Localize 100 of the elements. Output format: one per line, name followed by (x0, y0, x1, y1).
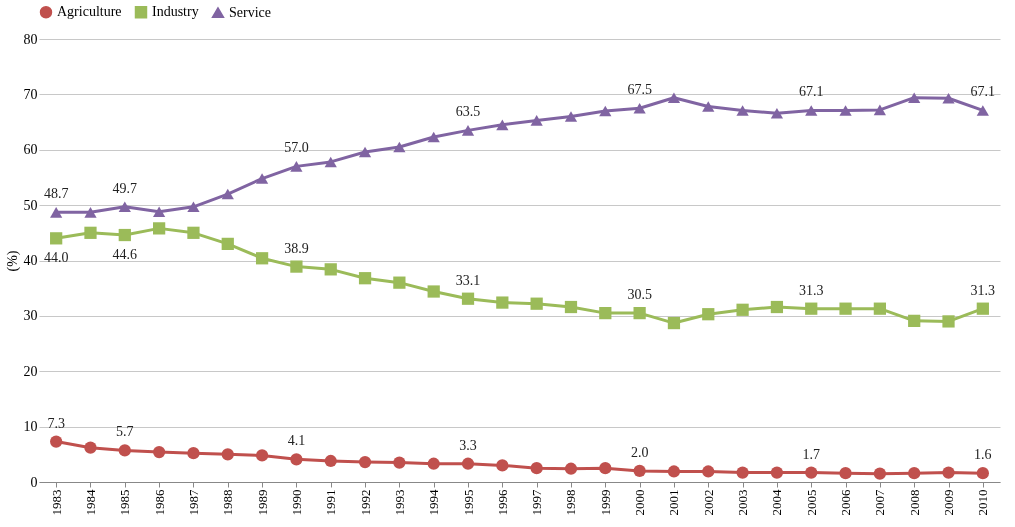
point (564, 300, 578, 314)
point (50, 232, 63, 245)
y-tick-label: 20 (23, 363, 38, 379)
point (358, 272, 372, 285)
point (976, 467, 989, 480)
point (530, 462, 543, 475)
x-tick-label: 1983 (48, 489, 64, 516)
point (805, 302, 818, 315)
point (427, 285, 440, 298)
x-tick-label: 1993 (391, 489, 407, 516)
point (153, 445, 166, 459)
point (633, 306, 646, 320)
point (84, 207, 97, 218)
data-label: 1.7 (802, 446, 820, 462)
point (461, 292, 475, 305)
point (187, 447, 200, 460)
y-tick-label: 60 (23, 142, 38, 158)
point (324, 454, 337, 468)
point (290, 161, 303, 172)
x-tick-label: 2005 (803, 489, 819, 516)
point (393, 141, 406, 153)
data-label: 1.6 (974, 447, 992, 463)
point (84, 226, 97, 239)
data-label: 48.7 (43, 186, 69, 202)
y-tick-label: 40 (23, 253, 38, 268)
data-label: 5.7 (116, 424, 134, 440)
point (667, 92, 681, 103)
x-tick-label: 2007 (872, 489, 888, 516)
point (633, 102, 646, 114)
point (564, 462, 578, 475)
y-tick-label: 30 (23, 308, 38, 324)
data-label: 31.3 (798, 282, 824, 298)
data-label: 67.5 (627, 82, 652, 98)
x-tick-label: 1996 (494, 489, 510, 516)
point (50, 207, 63, 218)
data-label: 57.0 (284, 140, 309, 156)
x-tick-label: 1998 (563, 489, 579, 516)
x-tick-label: 1997 (529, 489, 545, 516)
point (153, 222, 166, 235)
point (255, 252, 269, 265)
point (358, 455, 372, 469)
x-tick-label: 1999 (597, 489, 613, 516)
point (290, 260, 303, 273)
point (942, 92, 955, 104)
x-tick-label: 2004 (769, 489, 785, 516)
x-tick-label: 1992 (357, 489, 373, 516)
point (770, 107, 784, 119)
data-label: 3.3 (459, 437, 477, 453)
data-label: 67.1 (970, 84, 996, 100)
legend-label: Industry (152, 4, 199, 20)
data-label: 44.6 (112, 247, 138, 263)
point (461, 457, 475, 470)
x-tick-label: 1991 (323, 489, 339, 516)
point (942, 315, 955, 328)
legend-label: Service (229, 4, 271, 20)
data-label: 49.7 (112, 180, 138, 196)
data-label: 7.3 (47, 415, 65, 431)
point (496, 296, 509, 309)
x-tick-label: 2002 (700, 489, 716, 516)
point (393, 456, 406, 469)
y-tick-label: 0 (30, 474, 38, 490)
data-label: 2.0 (630, 444, 649, 460)
point (873, 104, 886, 116)
point (358, 146, 372, 158)
point (496, 459, 509, 472)
point (118, 228, 131, 242)
point (599, 105, 612, 117)
point (633, 464, 646, 478)
x-tick-label: 2008 (906, 489, 922, 516)
point (118, 444, 131, 457)
data-label: 44.0 (43, 250, 69, 266)
point (770, 466, 784, 479)
point (736, 303, 749, 316)
x-tick-label: 2009 (941, 489, 957, 516)
y-tick-label: 50 (23, 197, 38, 213)
point (461, 125, 475, 136)
point (50, 435, 63, 448)
point (702, 308, 715, 321)
point (599, 306, 612, 320)
point (255, 173, 269, 184)
x-tick-label: 2006 (838, 489, 854, 516)
point (908, 314, 921, 327)
point (393, 276, 406, 289)
data-label: 67.1 (798, 84, 824, 100)
point (667, 316, 681, 330)
point (736, 466, 749, 479)
point (221, 448, 234, 461)
point (976, 302, 989, 315)
x-tick-label: 1984 (82, 489, 98, 516)
point (839, 302, 852, 315)
y-tick-label: 10 (23, 419, 38, 435)
data-label: 30.5 (627, 287, 652, 303)
data-label: 33.1 (455, 272, 481, 288)
x-tick-label: 1994 (426, 489, 442, 516)
x-tick-label: 1995 (460, 489, 476, 516)
point (976, 105, 989, 116)
point (530, 115, 543, 126)
point (839, 467, 852, 480)
point (805, 105, 818, 116)
x-tick-label: 1990 (288, 489, 304, 516)
